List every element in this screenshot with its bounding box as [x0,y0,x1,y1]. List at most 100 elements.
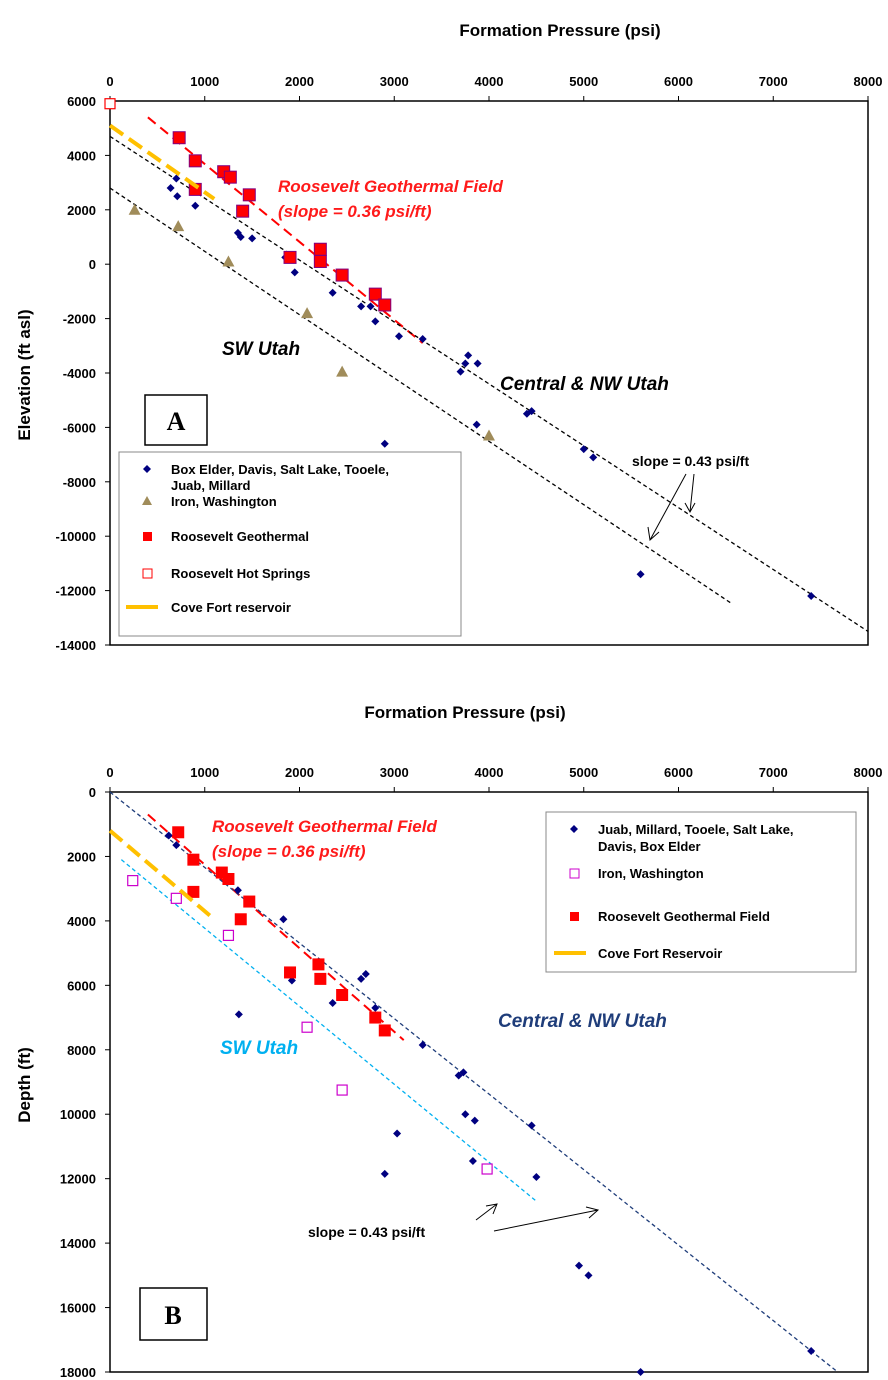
data-point-diamond [380,439,389,448]
x-tick-label: 4000 [475,74,504,89]
data-point-diamond [328,288,337,297]
legend-label: Roosevelt Geothermal [171,529,309,544]
chart-panel-a: Formation Pressure (psi) Elevation (ft a… [15,21,882,653]
legend-item: Box Elder, Davis, Salt Lake, Tooele, Jua… [143,462,389,493]
legend-item: Roosevelt Geothermal Field [570,909,770,924]
data-point-diamond [164,831,173,840]
data-point-open-square [481,1163,493,1175]
x-axis-title: Formation Pressure (psi) [459,21,660,40]
y-tick-label: -10000 [56,529,96,544]
y-tick-label: -6000 [63,420,96,435]
data-point-diamond [807,592,816,601]
x-tick-label: 8000 [854,765,883,780]
y-tick-label: 4000 [67,914,96,929]
x-tick-label: 7000 [759,765,788,780]
data-point-diamond [584,1271,593,1280]
data-point-diamond [172,841,181,850]
slope-arrows [647,473,696,541]
data-point-square [313,242,327,256]
panel-label-box [144,394,208,446]
y-tick-label: -12000 [56,584,96,599]
y-tick-label: 2000 [67,849,96,864]
x-tick-label: 1000 [190,74,219,89]
x-tick-label: 5000 [569,765,598,780]
y-tick-label: 6000 [67,978,96,993]
y-tick-label: 8000 [67,1043,96,1058]
x-tick-label: 6000 [664,74,693,89]
annotation-slope: slope = 0.43 psi/ft [308,1224,425,1240]
legend-label: Iron, Washington [598,866,704,881]
annotation-sw-utah: SW Utah [222,339,300,360]
data-point-open-square [336,1084,348,1096]
data-point-diamond [527,1121,536,1130]
data-point-square [368,287,382,301]
trend-line [109,791,839,1373]
data-point-open-square [301,1021,313,1033]
legend [118,451,462,637]
data-points [108,826,816,1376]
x-ticks: 0 1000 2000 3000 4000 5000 6000 7000 8000 [106,765,882,792]
data-point-square [312,958,325,971]
x-tick-label: 6000 [664,765,693,780]
legend-item: Roosevelt Hot Springs [142,566,310,581]
y-axis-title: Depth (ft) [15,1047,34,1123]
legend-label: Roosevelt Hot Springs [171,566,310,581]
data-point-diamond [361,970,370,979]
data-point-square [222,873,235,885]
y-tick-label: -4000 [63,366,96,381]
y-tick-label: 14000 [60,1236,96,1251]
data-point-square [236,204,250,218]
y-tick-label: 16000 [60,1301,96,1316]
data-point-square [172,826,185,839]
data-point-triangle [301,307,314,319]
panel-label: A [167,407,186,436]
data-point-diamond [470,1116,479,1125]
data-point-diamond [380,1169,389,1178]
data-point-diamond [172,174,181,183]
trend-line [109,187,731,604]
data-point-diamond [357,974,366,983]
data-point-diamond [287,976,296,985]
data-point-diamond [366,302,375,311]
data-point-diamond [589,453,598,462]
data-point-diamond [234,1010,243,1019]
legend-item: Juab, Millard, Tooele, Salt Lake, Davis,… [570,822,794,854]
legend-label: Cove Fort reservoir [171,600,291,615]
trend-line [109,135,869,632]
data-point-square [313,254,327,268]
annotation-field-name: Roosevelt Geothermal Field [212,817,437,836]
data-point-diamond [636,570,645,579]
data-point-diamond [191,201,200,210]
trend-lines [109,791,839,1373]
annotation-central-utah: Central & NW Utah [500,374,669,395]
data-point-diamond [575,1261,584,1270]
legend [545,811,857,973]
x-tick-label: 5000 [569,74,598,89]
y-tick-label: -8000 [63,475,96,490]
data-point-diamond [461,1110,470,1119]
y-tick-label: -14000 [56,638,96,653]
data-point-diamond [527,407,536,416]
y-tick-label: 12000 [60,1172,96,1187]
data-point-diamond [328,999,337,1008]
legend-label: Box Elder, Davis, Salt Lake, Tooele, [171,462,389,477]
data-point-diamond [418,1040,427,1049]
slope-arrows [475,1203,600,1232]
data-point-triangle [483,429,495,441]
legend-label: Juab, Millard [171,478,251,493]
data-point-square [172,131,186,145]
legend-label: Roosevelt Geothermal Field [598,909,770,924]
data-point-diamond [459,1068,468,1077]
data-point-square [243,895,256,908]
data-point-square [223,170,237,184]
data-point-diamond [472,420,481,429]
data-point-diamond [418,335,427,343]
annotation-sw-utah: SW Utah [220,1038,298,1059]
data-point-square [336,989,349,1001]
legend-label: Davis, Box Elder [598,839,701,854]
y-tick-label: 6000 [67,94,96,109]
data-point-triangle [172,220,185,232]
data-point-diamond [473,359,482,368]
annotation-field-name: Roosevelt Geothermal Field [278,177,503,196]
